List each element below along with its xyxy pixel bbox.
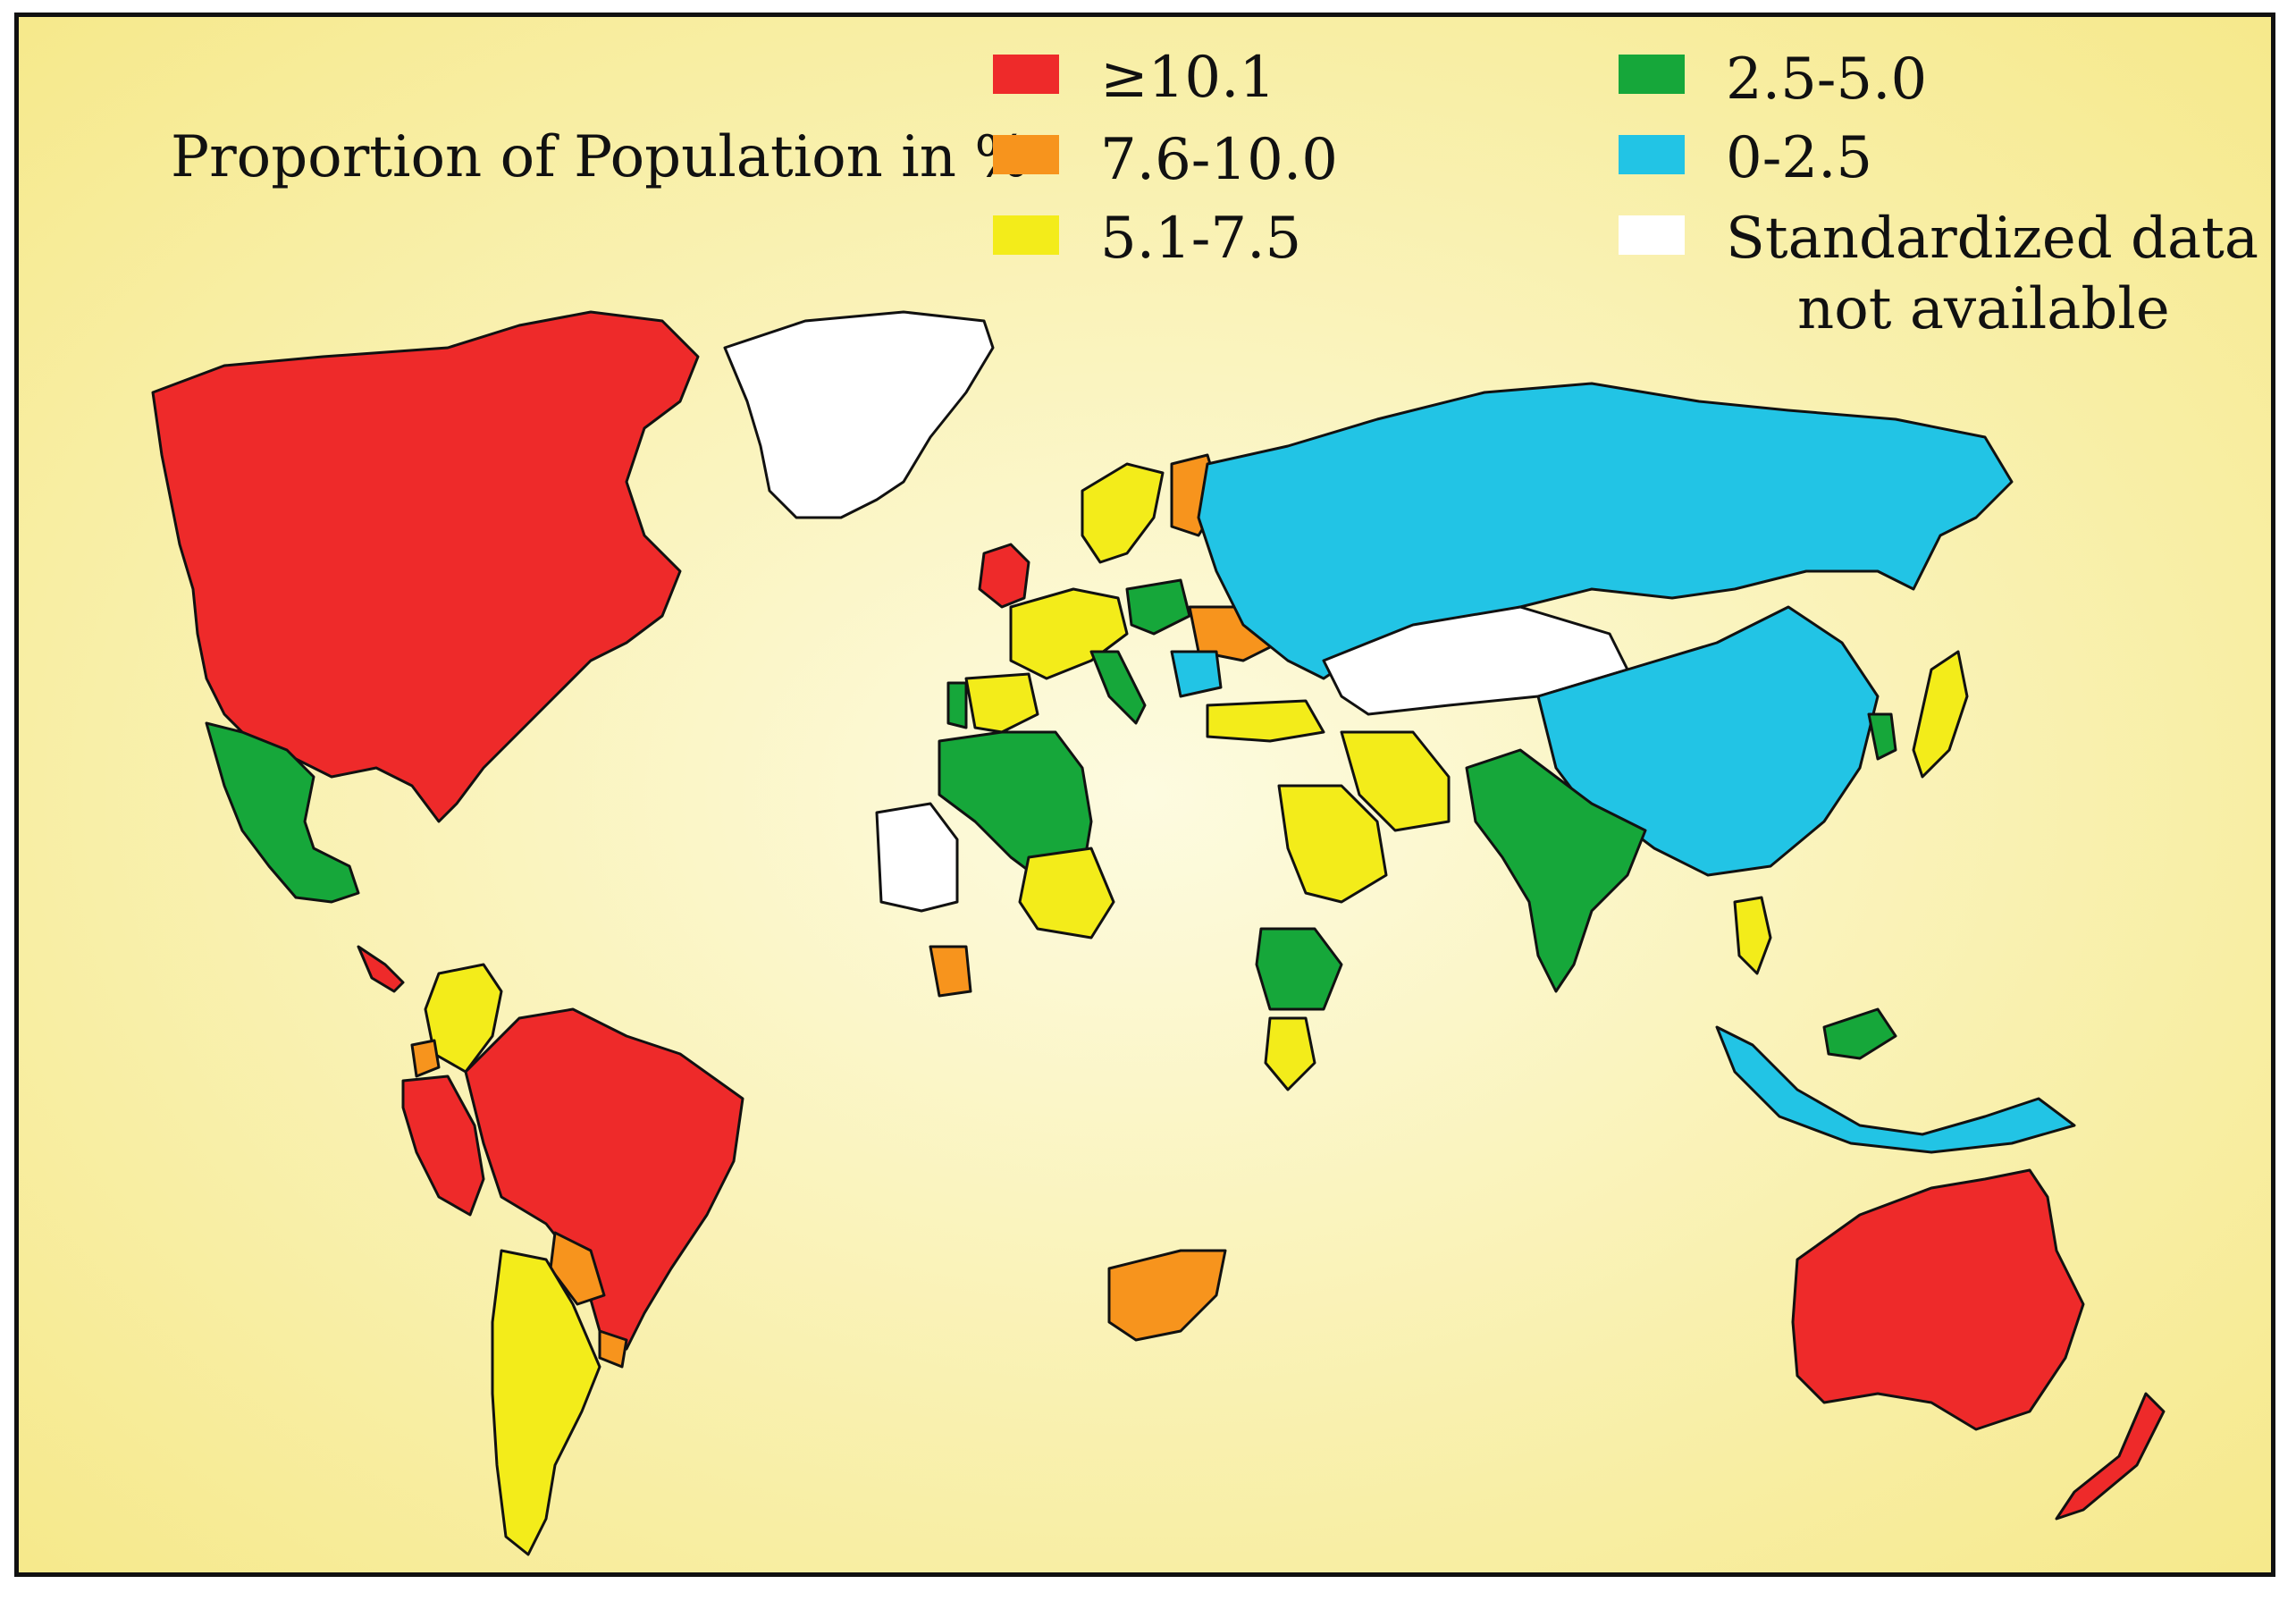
legend-item-0to2: 0-2.5 (1619, 124, 1976, 187)
legend-swatch-7to10 (993, 135, 1059, 174)
legend-item-2to5: 2.5-5.0 (1619, 44, 1976, 113)
legend-swatch-gte10 (993, 55, 1059, 94)
malaysia-region (1822, 1007, 1897, 1060)
new-zealand-region (2055, 1392, 2166, 1521)
legend-label-na-line2: not available (1797, 276, 2170, 342)
france-germany-region (1009, 587, 1129, 680)
south-africa-region (1107, 1249, 1227, 1342)
australia-region (1791, 1168, 2085, 1431)
ecuador-region (410, 1039, 441, 1078)
legend-swatch-2to5 (1619, 55, 1685, 94)
central-america-region (357, 945, 405, 993)
niger-region (1018, 847, 1115, 940)
spain-region (964, 672, 1039, 734)
korea-region (1867, 712, 1897, 761)
legend-label-na: Standardized data (1726, 206, 2258, 272)
argentina-chile-region (491, 1249, 601, 1556)
legend-swatch-na (1619, 215, 1685, 255)
brazil-region (464, 1007, 744, 1351)
north-america-region (151, 310, 700, 823)
uk-ireland-region (978, 543, 1030, 609)
italy-region (1089, 650, 1147, 725)
mexico-region (205, 721, 360, 904)
scandinavia-region (1081, 462, 1165, 564)
legend-swatch-0to2 (1619, 135, 1685, 174)
indonesia-region (1715, 1025, 2076, 1154)
legend-label-0to2: 0-2.5 (1726, 125, 1873, 191)
legend-label-5to7: 5.1-7.5 (1100, 206, 1302, 272)
poland-region (1125, 578, 1191, 636)
legend-label-2to5: 2.5-5.0 (1726, 46, 1928, 113)
japan-region (1912, 650, 1969, 779)
mauritania-mali-region (875, 802, 959, 913)
legend-item-5to7: 5.1-7.5 (993, 205, 1350, 267)
map-title: Proportion of Population in % (171, 124, 1030, 190)
world-map-frame: Proportion of Population in % ≥10.1 7.6-… (14, 13, 2275, 1577)
legend-item-gte10: ≥10.1 (993, 44, 1350, 106)
thailand-philippines-region (1733, 896, 1772, 975)
portugal-region (946, 681, 968, 729)
turkey-region (1206, 699, 1325, 743)
ethiopia-region (1255, 927, 1343, 1011)
colombia-venezuela-region (424, 963, 503, 1074)
ivory-coast-region (929, 945, 972, 998)
saudi-arabia-region (1277, 784, 1388, 904)
pakistan-india-region (1465, 748, 1647, 993)
world-map (19, 17, 2271, 1572)
uruguay-region (598, 1329, 628, 1369)
romania-bulgaria-region (1170, 650, 1223, 698)
iran-region (1340, 730, 1451, 832)
greenland-region (723, 310, 995, 519)
russia-region (1197, 382, 2014, 680)
legend-label-7to10: 7.6-10.0 (1100, 127, 1338, 193)
paraguay-region (549, 1231, 606, 1306)
legend-item-7to10: 7.6-10.0 (993, 124, 1350, 193)
legend-item-na: Standardized data not available (1619, 205, 2258, 342)
kenya-region (1264, 1016, 1316, 1091)
legend-swatch-5to7 (993, 215, 1059, 255)
legend-label-gte10: ≥10.1 (1100, 45, 1276, 111)
peru-region (401, 1074, 485, 1217)
